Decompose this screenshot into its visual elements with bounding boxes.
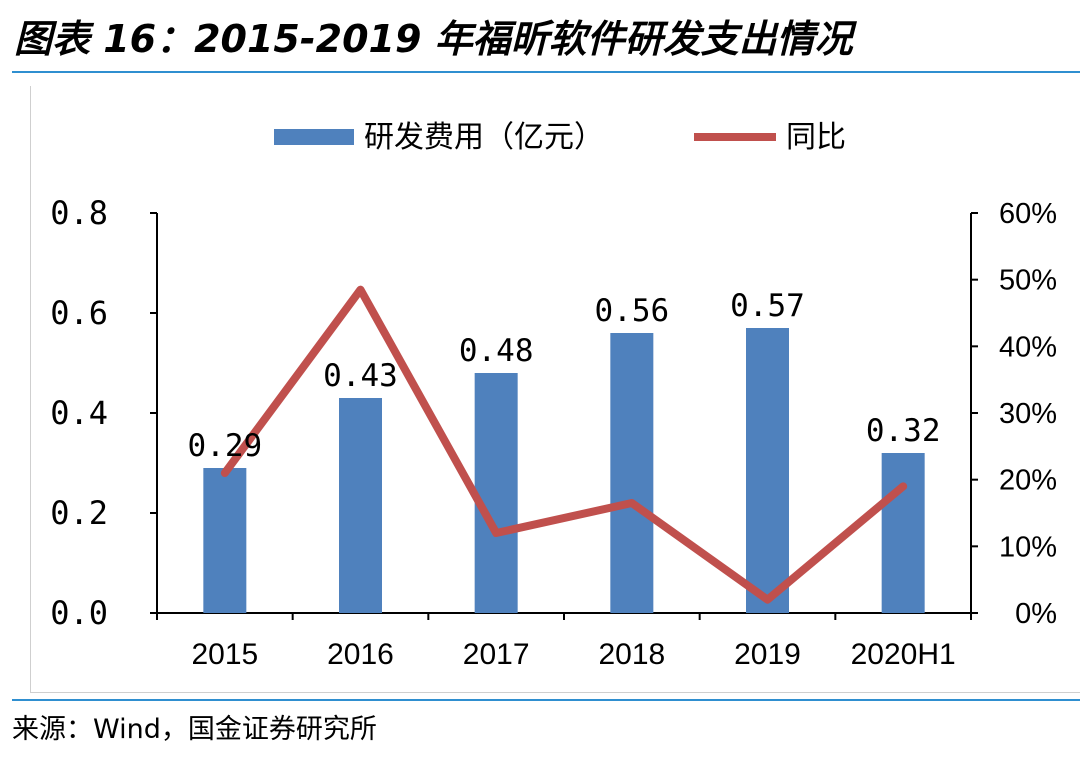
bar-2020H1 — [881, 453, 925, 613]
x-axis-tick-label: 2017 — [463, 638, 530, 671]
bar-2017 — [474, 373, 518, 613]
bar-2019 — [746, 328, 789, 613]
bar-value-label: 0.43 — [323, 358, 398, 394]
left-axis-tick-label: 0.6 — [50, 294, 108, 332]
chart-axes: 0.0 0.2 0.4 0.6 0.8 0% 10% 20% 30% 40% 50% 60% 2015 2… — [50, 194, 1057, 671]
legend-label-yoy: 同比 — [786, 120, 846, 155]
bar-2016 — [339, 398, 382, 613]
right-axis-tick-label: 0% — [1015, 598, 1057, 630]
chart-legend: 研发费用（亿元） 同比 — [274, 120, 846, 155]
right-axis-tick-label: 40% — [999, 331, 1057, 363]
right-axis-tick-label: 20% — [999, 465, 1057, 497]
right-axis-tick-label: 30% — [999, 398, 1057, 430]
data-labels: 0.29 0.43 0.48 0.56 0.57 0.32 — [188, 288, 941, 464]
left-axis-tick-label: 0.2 — [50, 494, 108, 532]
bar-series — [203, 328, 925, 613]
yoy-line — [220, 285, 908, 604]
chart-frame — [30, 86, 1080, 693]
bar-value-label: 0.56 — [595, 293, 670, 329]
right-axis-tick-label: 10% — [999, 531, 1057, 563]
x-axis-tick-label: 2020H1 — [851, 638, 956, 671]
legend-swatch-rd-expense — [274, 129, 354, 145]
bar-value-label: 0.48 — [459, 333, 534, 369]
figure-title: 图表 16：2015-2019 年福昕软件研发支出情况 — [14, 17, 853, 61]
bar-value-label: 0.29 — [188, 428, 263, 464]
title-divider — [12, 71, 1080, 73]
bar-2018 — [610, 333, 654, 613]
bar-value-label: 0.32 — [866, 413, 941, 449]
source-divider — [12, 699, 1080, 701]
left-axis-tick-label: 0.8 — [50, 194, 108, 232]
left-axis-tick-label: 0.4 — [50, 394, 108, 432]
x-axis-tick-label: 2019 — [734, 638, 801, 671]
left-axis-tick-label: 0.0 — [50, 594, 108, 632]
source-note: 来源：Wind，国金证券研究所 — [12, 714, 377, 745]
right-axis-tick-label: 60% — [999, 198, 1057, 230]
x-axis-tick-label: 2015 — [191, 638, 258, 671]
line-series — [220, 285, 908, 604]
bar-2015 — [203, 468, 247, 613]
legend-label-rd-expense: 研发费用（亿元） — [364, 120, 604, 155]
x-axis-tick-label: 2018 — [598, 638, 665, 671]
bar-value-label: 0.57 — [730, 288, 805, 324]
x-axis-tick-label: 2016 — [327, 638, 394, 671]
bar-line-chart: 研发费用（亿元） 同比 0.0 0.2 0.4 0.6 0.8 0% 10% 20% 30% 40… — [50, 120, 1057, 671]
right-axis-tick-label: 50% — [999, 265, 1057, 297]
